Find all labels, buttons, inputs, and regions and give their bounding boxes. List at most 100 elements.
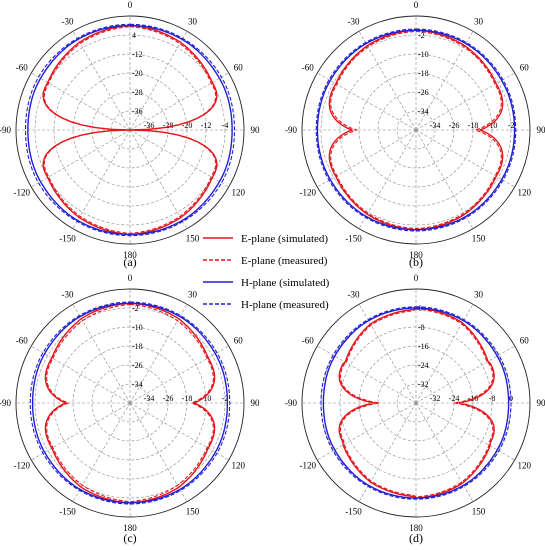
polar-panel: 0 30 60 90 120 150 180 -150 -120 -90 -60 -30 4 -12 -20… bbox=[0, 0, 260, 269]
angle-tick-label: 30 bbox=[474, 17, 484, 27]
polar-panel: 0 30 60 90 120 150 180 -150 -120 -90 -60 -30 -2 -10 -1… bbox=[0, 273, 260, 545]
grid-circle bbox=[396, 110, 436, 150]
radial-tick-label: -12 bbox=[132, 50, 143, 59]
radial-tick-label: -34 bbox=[144, 394, 155, 403]
grid-spoke bbox=[129, 129, 188, 229]
grid-spoke bbox=[31, 402, 131, 461]
grid-spoke bbox=[415, 31, 474, 131]
grid-spoke bbox=[317, 345, 417, 404]
radial-tick-label: -28 bbox=[132, 88, 143, 97]
angle-tick-label: -120 bbox=[13, 461, 30, 471]
grid-spoke bbox=[317, 129, 417, 188]
grid-spoke bbox=[129, 129, 229, 188]
radial-tick-label: -28 bbox=[163, 121, 174, 130]
grid-spoke bbox=[317, 72, 417, 131]
series-curve-hs bbox=[322, 307, 510, 499]
angle-tick-label: 150 bbox=[472, 233, 486, 243]
radial-tick-label: 4 bbox=[132, 31, 136, 40]
series-curve-em bbox=[46, 303, 214, 503]
grid-spoke bbox=[72, 31, 131, 131]
radial-tick-label: -10 bbox=[201, 394, 212, 403]
radial-tick-label: -26 bbox=[132, 361, 143, 370]
legend-item: H-plane (simulated) bbox=[203, 277, 330, 289]
grid-spoke bbox=[415, 402, 474, 502]
angle-tick-label: -120 bbox=[13, 188, 30, 198]
angle-tick-label: 90 bbox=[537, 125, 545, 135]
series-curve-em bbox=[339, 308, 494, 498]
radial-tick-label: -2 bbox=[132, 304, 139, 313]
radial-tick-label: -34 bbox=[430, 121, 441, 130]
angle-tick-label: -90 bbox=[285, 398, 297, 408]
grid-spoke bbox=[31, 345, 131, 404]
radial-tick-label: -2 bbox=[222, 394, 229, 403]
series-curve-hs bbox=[316, 29, 516, 231]
angle-tick-label: 0 bbox=[414, 0, 419, 10]
angle-tick-label: -150 bbox=[345, 233, 362, 243]
angle-tick-label: 30 bbox=[474, 290, 484, 300]
radial-tick-label: -16 bbox=[468, 394, 479, 403]
grid-circle bbox=[110, 383, 150, 423]
radial-tick-label: -26 bbox=[449, 121, 460, 130]
radial-tick-label: -24 bbox=[449, 394, 460, 403]
angle-tick-label: -30 bbox=[62, 290, 74, 300]
angle-tick-label: -30 bbox=[62, 17, 74, 27]
angle-tick-label: 120 bbox=[518, 188, 532, 198]
angle-tick-label: 60 bbox=[520, 63, 530, 73]
series-curve-em bbox=[43, 26, 217, 234]
radial-tick-label: -18 bbox=[182, 394, 193, 403]
angle-tick-label: 180 bbox=[409, 523, 423, 533]
radial-tick-label: -32 bbox=[430, 394, 441, 403]
grid-spoke bbox=[31, 129, 131, 188]
angle-tick-label: 120 bbox=[232, 188, 246, 198]
radial-tick-label: -10 bbox=[487, 121, 498, 130]
grid-spoke bbox=[415, 129, 515, 188]
panel-label: (b) bbox=[409, 255, 423, 269]
angle-tick-label: 0 bbox=[128, 0, 133, 10]
radial-tick-label: -18 bbox=[468, 121, 479, 130]
radial-tick-label: -36 bbox=[132, 107, 143, 116]
radial-tick-label: -20 bbox=[182, 121, 193, 130]
series-curve-hm bbox=[24, 23, 236, 237]
angle-tick-label: -60 bbox=[302, 63, 314, 73]
radial-tick-label: -26 bbox=[418, 88, 429, 97]
radial-tick-label: -34 bbox=[132, 380, 143, 389]
angle-tick-label: -120 bbox=[299, 188, 316, 198]
legend-label: E-plane (simulated) bbox=[241, 233, 328, 245]
radial-tick-label: -10 bbox=[132, 323, 143, 332]
outer-ring bbox=[15, 15, 245, 245]
radial-tick-label: -4 bbox=[222, 121, 229, 130]
series-curve-em bbox=[330, 30, 502, 230]
radial-tick-label: -34 bbox=[418, 107, 429, 116]
grid-circle bbox=[396, 383, 436, 423]
angle-tick-label: 180 bbox=[123, 523, 137, 533]
legend-item: E-plane (measured) bbox=[203, 255, 328, 267]
radial-tick-label: -26 bbox=[163, 394, 174, 403]
angle-tick-label: 150 bbox=[186, 506, 200, 516]
radial-tick-label: -2 bbox=[508, 121, 515, 130]
radial-tick-label: -18 bbox=[132, 342, 143, 351]
legend-item: E-plane (simulated) bbox=[203, 233, 328, 245]
grid-spoke bbox=[317, 402, 417, 461]
polar-panel: 0306090120150180-150-120-90-60-300-8-16-… bbox=[285, 273, 545, 545]
outer-ring bbox=[301, 288, 531, 518]
grid-spoke bbox=[31, 72, 131, 131]
series-curve-hs bbox=[31, 302, 229, 504]
grid-circle bbox=[110, 110, 150, 150]
radial-tick-label: -36 bbox=[144, 121, 155, 130]
angle-tick-label: 180 bbox=[123, 250, 137, 260]
legend-label: H-plane (measured) bbox=[241, 299, 329, 311]
angle-tick-label: -150 bbox=[345, 506, 362, 516]
legend-item: H-plane (measured) bbox=[203, 299, 329, 311]
panel-label: (c) bbox=[123, 531, 136, 545]
angle-tick-label: 90 bbox=[537, 398, 545, 408]
radial-tick-label: -16 bbox=[418, 342, 429, 351]
angle-tick-label: -150 bbox=[59, 506, 76, 516]
angle-tick-label: 150 bbox=[186, 233, 200, 243]
grid-spoke bbox=[415, 345, 515, 404]
panel-label: (d) bbox=[409, 531, 423, 545]
angle-tick-label: 120 bbox=[518, 461, 532, 471]
angle-tick-label: 0 bbox=[414, 273, 419, 283]
outer-ring bbox=[15, 288, 245, 518]
angle-tick-label: -90 bbox=[285, 125, 297, 135]
angle-tick-label: 30 bbox=[188, 17, 198, 27]
